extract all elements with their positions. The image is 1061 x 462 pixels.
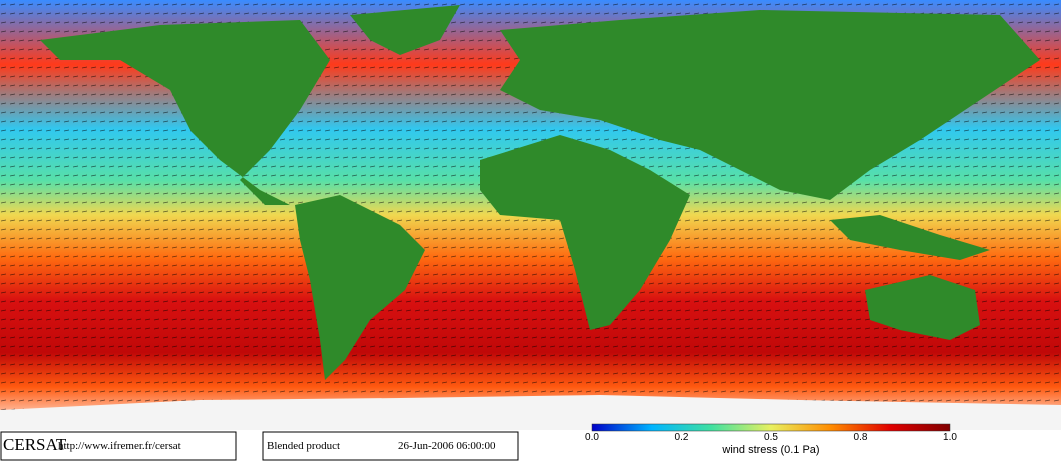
footer: CERSAT http://www.ifremer.fr/cersat Blen…: [0, 423, 951, 461]
colorbar: [591, 423, 951, 432]
map: [0, 0, 1061, 430]
antarctica: [0, 395, 1061, 430]
url: http://www.ifremer.fr/cersat: [58, 440, 181, 452]
info-box: [0, 431, 237, 461]
land: [40, 5, 1040, 380]
colorbar-title: wind stress (0.1 Pa): [721, 444, 819, 456]
date: 26-Jun-2006 06:00:00: [398, 440, 496, 452]
product-box: [262, 431, 519, 461]
colorbar-label: 0.5: [764, 432, 778, 443]
colorbar-label: 1.0: [943, 432, 957, 443]
colorbar-label: 0.0: [585, 432, 599, 443]
agency: CERSAT: [3, 435, 67, 454]
colorbar-label: 0.8: [854, 432, 868, 443]
product: Blended product: [267, 440, 340, 452]
colorbar-label: 0.2: [675, 432, 689, 443]
